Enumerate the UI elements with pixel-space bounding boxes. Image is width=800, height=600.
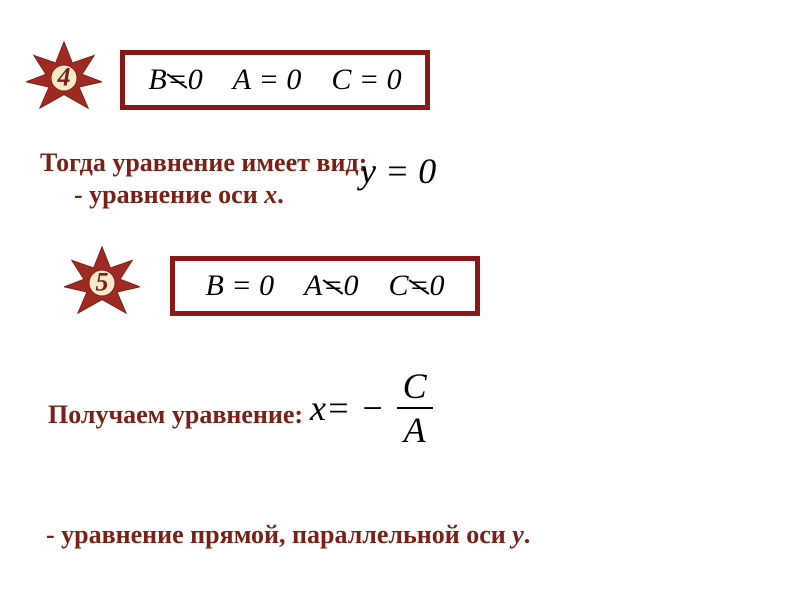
star-number-5: 5 [96,267,109,297]
star-number-4: 4 [58,62,71,92]
case4-line1: Тогда уравнение имеет вид: [40,148,367,178]
cond-5-a: A 0 [304,269,358,303]
case4-line2: - уравнение оси x. [74,180,284,210]
fraction-bar [397,407,433,409]
cond-5-b: B = 0 [206,269,275,303]
star-badge-5: 5 [64,245,140,321]
case4-equation: y = 0 [360,150,436,192]
not-equal-icon [322,269,343,303]
conditions-box-5: B = 0 A 0 C 0 [170,256,480,316]
case5-line1: Получаем уравнение: [48,400,303,430]
minus-icon: − [350,390,388,426]
case5-line2: - уравнение прямой, параллельной оси y. [46,520,530,550]
fraction: C A [397,368,433,448]
cond-4-c: C = 0 [331,63,401,97]
slide: 4 B 0 A = 0 C = 0 Тогда уравнение имеет … [0,0,800,600]
cond-5-c: C 0 [388,269,444,303]
not-equal-icon [167,63,188,97]
not-equal-icon [408,269,429,303]
cond-4-a: A = 0 [233,63,302,97]
case5-equation: x = − C A [310,368,433,448]
star-badge-4: 4 [26,40,102,116]
conditions-box-4: B 0 A = 0 C = 0 [120,50,430,110]
cond-4-b: B 0 [148,63,202,97]
